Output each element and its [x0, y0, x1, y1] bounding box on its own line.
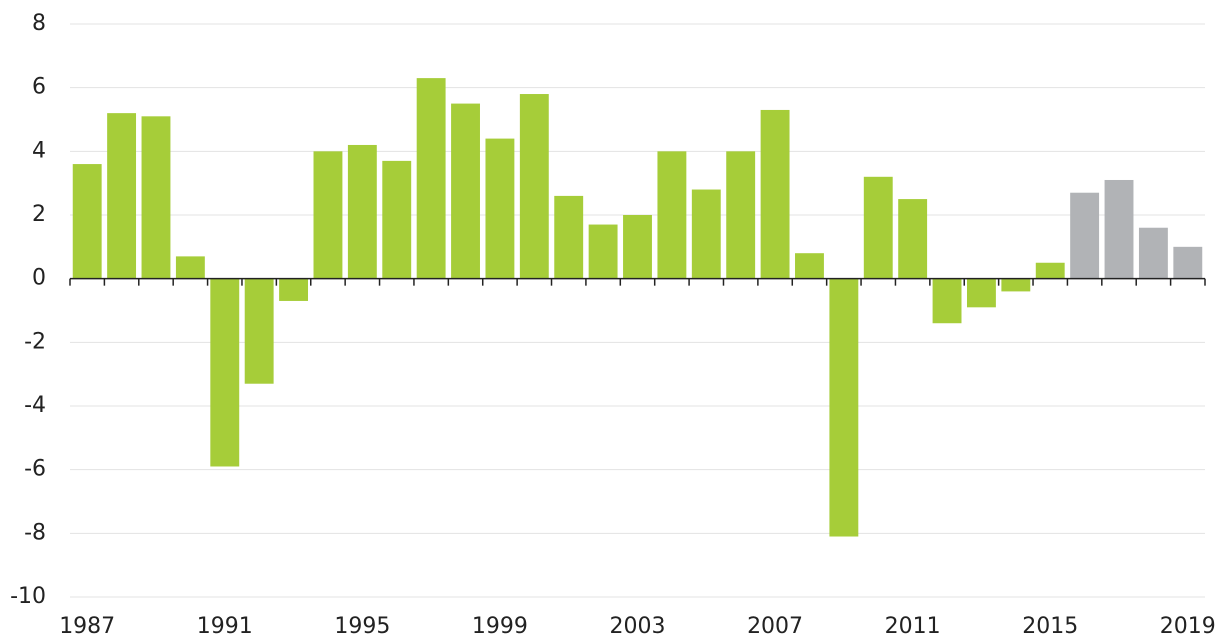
y-tick-label: 8 [32, 11, 46, 36]
x-tick-label: 1987 [59, 614, 115, 638]
y-tick-label: -4 [24, 393, 46, 418]
bar [451, 103, 480, 279]
y-tick-label: 2 [32, 202, 46, 227]
y-tick-label: -2 [24, 329, 46, 354]
bar [760, 109, 790, 279]
bar [1070, 192, 1100, 279]
bar [554, 195, 584, 279]
bar [382, 160, 412, 279]
x-tick-label: 1995 [334, 614, 390, 638]
y-tick-label: 0 [32, 266, 46, 291]
y-tick-label: 4 [32, 138, 46, 163]
bar [141, 116, 171, 279]
y-tick-label: -6 [24, 457, 46, 482]
bar [313, 151, 343, 279]
bar [863, 176, 893, 279]
bar [485, 138, 515, 279]
bar [519, 94, 549, 279]
y-tick-label: -8 [24, 520, 46, 545]
x-tick-label: 1991 [197, 614, 253, 638]
bar [623, 215, 652, 279]
bar [932, 278, 962, 324]
bar [829, 278, 859, 537]
bar [416, 78, 446, 279]
bar [657, 151, 687, 279]
x-tick-label: 2011 [885, 614, 941, 638]
bar [1173, 246, 1203, 279]
bar [1104, 179, 1134, 279]
bar [588, 224, 618, 279]
bar [1001, 278, 1031, 292]
y-tick-label: 6 [32, 75, 46, 100]
bar [898, 199, 928, 279]
x-tick-label: 1999 [472, 614, 528, 638]
x-tick-label: 2019 [1160, 614, 1216, 638]
bar [244, 278, 274, 384]
bar [966, 278, 996, 308]
bar [107, 113, 137, 279]
bar [1035, 262, 1065, 279]
bar [210, 278, 240, 467]
y-tick-label: -10 [10, 584, 46, 609]
x-tick-label: 2003 [610, 614, 666, 638]
bar [347, 144, 377, 279]
bar [279, 278, 309, 301]
bar [691, 189, 721, 279]
bar [1138, 227, 1168, 279]
bar [726, 151, 756, 279]
bar [72, 164, 102, 279]
bar [795, 253, 824, 279]
bar [175, 256, 205, 279]
x-tick-label: 2007 [747, 614, 803, 638]
x-tick-label: 2015 [1022, 614, 1078, 638]
